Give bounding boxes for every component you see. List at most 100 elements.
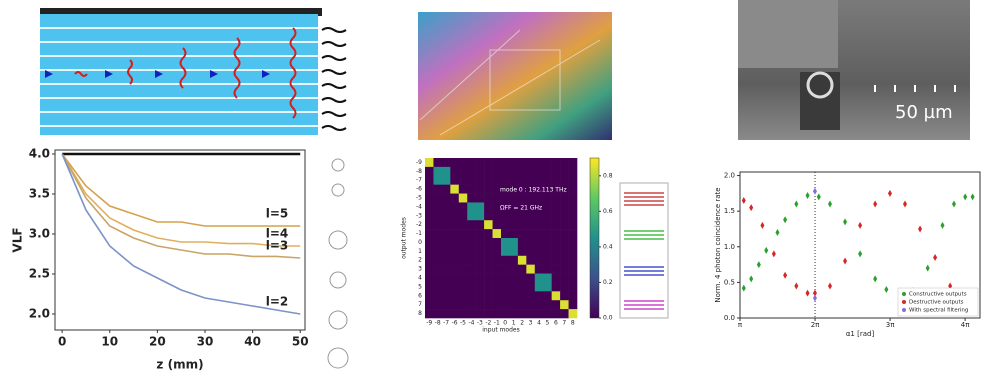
heat-cell <box>476 202 485 211</box>
heat-cell <box>450 202 459 211</box>
legend-label: Destructive outputs <box>909 300 964 306</box>
heat-cell <box>501 282 510 291</box>
heat-cell <box>509 229 518 238</box>
x-axis-label: z (mm) <box>156 358 203 372</box>
data-point <box>888 190 892 197</box>
heat-cell <box>560 238 569 247</box>
heat-cell <box>552 274 561 283</box>
heat-cell <box>467 176 476 185</box>
heat-cell <box>560 202 569 211</box>
heat-cell <box>543 300 552 309</box>
heat-cell <box>535 220 544 229</box>
heat-cell <box>560 300 569 309</box>
heat-cell <box>543 229 552 238</box>
sem-photo: 50 µm <box>738 0 970 140</box>
data-point <box>749 204 753 211</box>
heat-cell <box>501 194 510 203</box>
heat-cell <box>484 247 493 256</box>
heat-cell <box>467 256 476 265</box>
heat-cell <box>425 229 434 238</box>
heat-cell <box>543 282 552 291</box>
heat-cell <box>476 300 485 309</box>
heat-cell <box>433 247 442 256</box>
x-tick-label: -8 <box>435 320 441 327</box>
heat-cell <box>467 229 476 238</box>
x-tick-label: -7 <box>443 320 449 327</box>
heat-cell <box>518 265 527 274</box>
heat-cell <box>476 282 485 291</box>
data-point <box>963 193 967 200</box>
heat-cell <box>493 282 502 291</box>
heat-cell <box>442 282 451 291</box>
heat-cell <box>433 185 442 194</box>
heat-cell <box>459 238 468 247</box>
data-point <box>806 192 810 199</box>
heat-cell <box>450 194 459 203</box>
x-tick-label: -6 <box>452 320 458 327</box>
heat-cell <box>476 158 485 167</box>
data-point <box>794 282 798 289</box>
heat-cell <box>442 176 451 185</box>
heat-cell <box>543 265 552 274</box>
heat-cell <box>569 185 578 194</box>
heat-cell <box>518 220 527 229</box>
heat-cell <box>543 167 552 176</box>
heat-cell <box>560 309 569 318</box>
heat-cell <box>425 194 434 203</box>
data-point <box>775 229 779 236</box>
heat-cell <box>501 176 510 185</box>
heat-cell <box>552 211 561 220</box>
x-tick-label: -9 <box>426 320 432 327</box>
heat-cell <box>560 167 569 176</box>
heat-cell <box>518 238 527 247</box>
heat-cell <box>450 265 459 274</box>
heat-cell <box>493 158 502 167</box>
y-tick-label: 1.5 <box>724 207 735 215</box>
x-tick-label: 3 <box>529 320 533 327</box>
molecule-icons <box>328 159 348 368</box>
heat-cell <box>501 291 510 300</box>
heat-cell <box>535 229 544 238</box>
heat-cell <box>425 238 434 247</box>
y-axis-label: VLF <box>11 227 25 252</box>
heat-cell <box>509 220 518 229</box>
heat-cell <box>425 300 434 309</box>
heat-cell <box>442 211 451 220</box>
heat-cell <box>425 158 434 167</box>
heat-cell <box>509 238 518 247</box>
data-point <box>783 216 787 223</box>
heat-cell <box>442 167 451 176</box>
heat-cell <box>543 291 552 300</box>
data-point <box>772 250 776 257</box>
x-tick-label: 1 <box>512 320 516 327</box>
heat-cell <box>535 194 544 203</box>
heat-cell <box>484 185 493 194</box>
heat-cell <box>425 176 434 185</box>
heat-cell <box>560 274 569 283</box>
heat-cell <box>501 247 510 256</box>
y-axis-label: output modes <box>401 217 408 259</box>
heat-cell <box>425 167 434 176</box>
heat-cell <box>543 202 552 211</box>
heat-cell <box>459 274 468 283</box>
heat-cell <box>433 274 442 283</box>
heat-cell <box>450 211 459 220</box>
heat-cell <box>467 282 476 291</box>
y-tick-label: 4.0 <box>29 147 50 161</box>
heat-cell <box>467 291 476 300</box>
heat-cell <box>484 238 493 247</box>
heat-cell <box>518 256 527 265</box>
heat-cell <box>509 256 518 265</box>
heat-cell <box>518 300 527 309</box>
data-point <box>971 193 975 200</box>
heat-cell <box>450 309 459 318</box>
heat-cell <box>535 167 544 176</box>
y-tick-label: 2.5 <box>29 267 50 281</box>
series-label: l=5 <box>266 207 289 221</box>
y-tick-label: 2.0 <box>724 172 735 180</box>
heat-cell <box>526 309 535 318</box>
heat-cell <box>526 158 535 167</box>
heat-cell <box>433 256 442 265</box>
heat-cell <box>560 247 569 256</box>
heat-cell <box>535 274 544 283</box>
